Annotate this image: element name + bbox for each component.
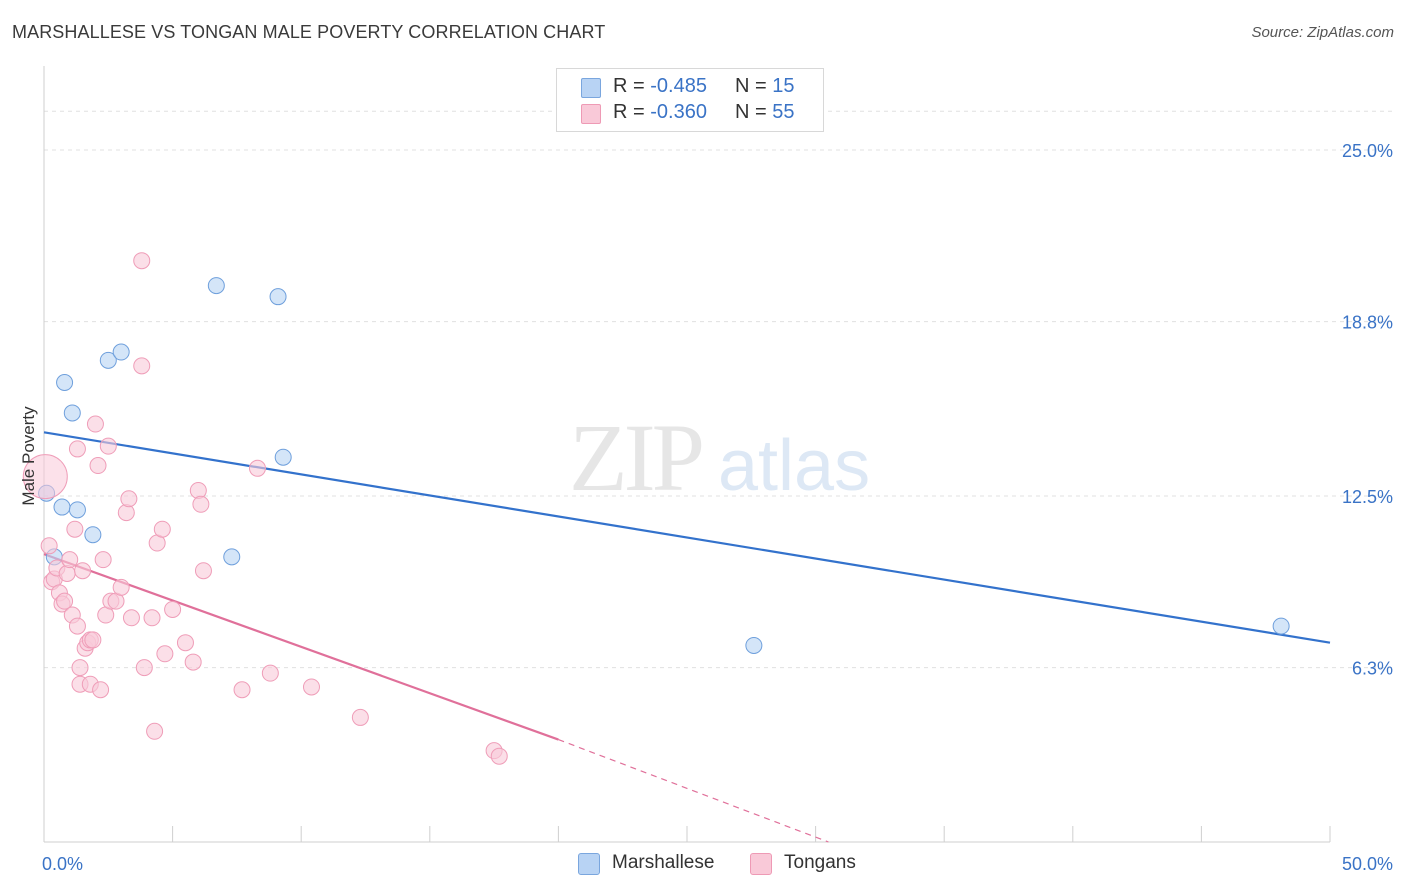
x-tick-label: 50.0%: [1342, 854, 1393, 874]
axes: [43, 66, 1331, 843]
tongans-point: [68, 440, 86, 458]
marshallese-swatch: [581, 78, 601, 98]
n-value: 55: [772, 101, 795, 123]
legend-label: Tongans: [784, 852, 856, 873]
tongans-point: [189, 481, 207, 499]
n-label: N =: [735, 101, 773, 123]
tongans-point: [66, 520, 84, 538]
tongans-trend-line: [43, 553, 559, 741]
watermark-zip: ZIP: [569, 404, 702, 511]
marshallese-point: [274, 448, 292, 466]
marshallese-point: [269, 288, 287, 306]
tongans-point: [74, 562, 92, 580]
tongans-point: [84, 631, 102, 649]
tongans-point: [112, 578, 130, 596]
legend-label: Marshallese: [612, 852, 715, 873]
y-tick-label: 6.3%: [1352, 659, 1393, 679]
series-legend: Marshallese Tongans: [0, 852, 1406, 876]
r-value: -0.485: [650, 75, 707, 97]
tongans-point: [194, 562, 212, 580]
tongans-point: [122, 609, 140, 627]
tongans-point: [164, 600, 182, 618]
tongans-point: [61, 551, 79, 569]
tongans-point: [92, 681, 110, 699]
marshallese-point: [112, 343, 130, 361]
marshallese-legend-swatch: [578, 853, 600, 875]
n-stat: N = 15: [735, 75, 795, 98]
x-tick-label: 0.0%: [42, 854, 83, 874]
tongans-point: [248, 459, 266, 477]
r-value: -0.360: [650, 101, 707, 123]
tongans-point: [184, 653, 202, 671]
chart-title: MARSHALLESE VS TONGAN MALE POVERTY CORRE…: [12, 22, 606, 42]
n-label: N =: [735, 75, 773, 97]
marshallese-point: [99, 351, 117, 369]
n-stat: N = 55: [735, 101, 795, 124]
marshallese-point: [1272, 617, 1290, 635]
tongans-point: [135, 659, 153, 677]
tongans-point: [71, 659, 89, 677]
marshallese-point: [56, 373, 74, 391]
marshallese-point: [84, 526, 102, 544]
tongans-point: [120, 490, 138, 508]
tongans-point: [40, 537, 58, 555]
watermark-atlas: atlas: [718, 426, 870, 506]
r-stat: R = -0.485: [613, 75, 707, 98]
data-points: [22, 252, 1290, 765]
tongans-point: [176, 634, 194, 652]
stats-legend: R = -0.485 N = 15 R = -0.360 N = 55: [556, 68, 824, 132]
tongans-legend-swatch: [750, 853, 772, 875]
tongans-point: [56, 592, 74, 610]
r-stat: R = -0.360: [613, 101, 707, 124]
n-value: 15: [772, 75, 795, 97]
tongans-point: [86, 415, 104, 433]
r-label: R =: [613, 101, 651, 123]
r-label: R =: [613, 75, 651, 97]
tongans-swatch: [581, 104, 601, 124]
y-tick-label: 18.8%: [1342, 313, 1393, 333]
tongans-point: [133, 357, 151, 375]
tongans-point: [94, 551, 112, 569]
marshallese-point: [63, 404, 81, 422]
tongans-point: [351, 708, 369, 726]
marshallese-point: [53, 498, 71, 516]
tongans-point: [261, 664, 279, 682]
tongans-point: [99, 437, 117, 455]
y-tick-label: 12.5%: [1342, 487, 1393, 507]
tick-labels: 6.3% 12.5% 18.8% 25.0% 0.0% 50.0%: [42, 141, 1393, 874]
y-axis-label: Male Poverty: [19, 406, 38, 506]
tongans-point: [302, 678, 320, 696]
tongans-point: [143, 609, 161, 627]
tongans-point: [58, 564, 76, 582]
tongans-trend-extension: [558, 739, 829, 843]
marshallese-point: [223, 548, 241, 566]
source-label: Source: ZipAtlas.com: [1251, 24, 1394, 41]
tongans-point: [133, 252, 151, 270]
marshallese-point: [207, 277, 225, 295]
tongans-point: [89, 457, 107, 475]
tongans-point: [153, 520, 171, 538]
tongans-point: [192, 495, 210, 513]
tongans-point: [117, 504, 135, 522]
tongans-point: [156, 645, 174, 663]
tongans-point: [68, 617, 86, 635]
watermark: ZIP atlas: [569, 404, 870, 511]
tongans-point: [233, 681, 251, 699]
grid-lines: [44, 110, 1392, 669]
y-tick-label: 25.0%: [1342, 141, 1393, 161]
marshallese-point: [745, 636, 763, 654]
tongans-point: [490, 747, 508, 765]
tongans-point: [146, 722, 164, 740]
tongans-point: [22, 454, 68, 500]
marshallese-point: [68, 501, 86, 519]
